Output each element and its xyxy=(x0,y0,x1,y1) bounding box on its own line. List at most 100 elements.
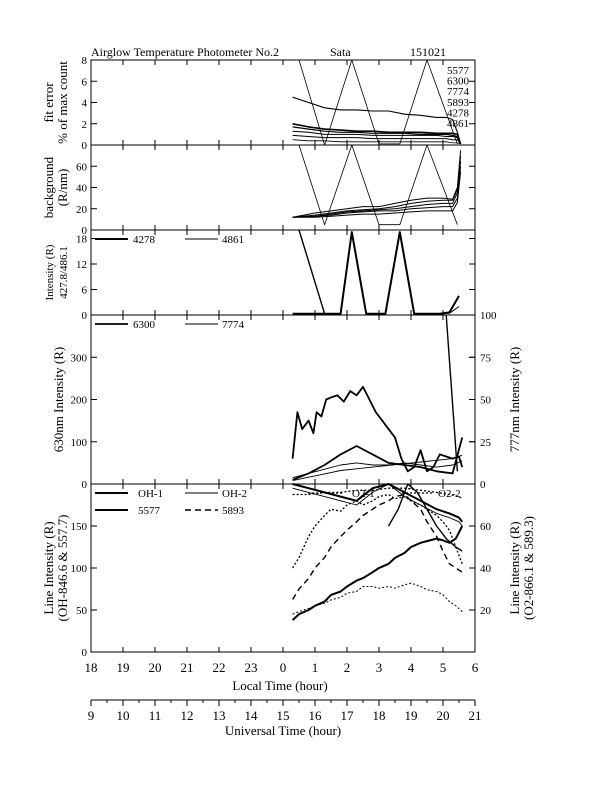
y-tick-label-right: 60 xyxy=(480,521,492,533)
legend-label: 4278 xyxy=(447,107,470,119)
y-tick-label: 60 xyxy=(76,161,88,173)
y-tick-label: 0 xyxy=(82,479,88,491)
y-axis-label-right: Line Intensity (R) xyxy=(507,521,522,614)
y-tick-label: 2 xyxy=(82,119,88,131)
ut-tick-label: 12 xyxy=(181,708,194,723)
legend-label: 7774 xyxy=(222,319,245,331)
legend-label: 4278 xyxy=(133,234,156,246)
y-axis-label: % of max count xyxy=(55,61,70,144)
y-tick-label: 50 xyxy=(76,605,88,617)
y-axis-label: (OH-846.6 & 557.7) xyxy=(55,515,70,622)
y-axis-label: fit error xyxy=(41,82,56,123)
legend-label: O2-1 xyxy=(352,488,375,500)
x-axes: Local Time (hour) Universal Time (hour) … xyxy=(85,660,482,738)
local-time-tick-label: 3 xyxy=(376,660,383,675)
legend-label: OH-1 xyxy=(138,488,163,500)
local-time-tick-label: 1 xyxy=(312,660,319,675)
local-time-tick-label: 22 xyxy=(213,660,226,675)
series-line xyxy=(292,155,462,218)
y-tick-label: 150 xyxy=(71,521,88,533)
y-axis-label: 630nm Intensity (R) xyxy=(51,347,66,452)
y-tick-label-right: 40 xyxy=(480,563,492,575)
y-axis-label: Line Intensity (R) xyxy=(41,521,56,614)
series-group xyxy=(292,144,462,226)
local-time-tick-label: 18 xyxy=(85,660,98,675)
chart-date: 151021 xyxy=(410,45,446,59)
y-tick-label: 300 xyxy=(71,352,88,364)
legend-label: OH-2 xyxy=(222,488,247,500)
series-line-6300 xyxy=(292,126,462,145)
panel-background: 0 20 40 60 background (R/nm) xyxy=(41,144,476,237)
y-tick-label: 6 xyxy=(82,285,88,297)
y-axis-label: Intensity (R) xyxy=(44,244,56,300)
series-group xyxy=(292,59,462,146)
panel-intensity_6300_7774: 0 100 200 300 0 25 50 75 100 630nm Intensity (R) 7… xyxy=(51,310,522,491)
ut-tick-label: 19 xyxy=(405,708,418,723)
series-group xyxy=(291,314,464,482)
legend-label: 5893 xyxy=(447,97,470,109)
series-group xyxy=(292,229,460,315)
y-tick-label: 0 xyxy=(82,647,88,659)
y-tick-label: 100 xyxy=(71,563,88,575)
legend-label: 5577 xyxy=(447,65,470,77)
y-tick-label-right: 20 xyxy=(480,605,492,617)
y-tick-label: 20 xyxy=(76,204,88,216)
y-axis-label-right: (O2-866.1 & 589.3) xyxy=(521,516,536,620)
series-line xyxy=(292,160,462,218)
series-line xyxy=(292,437,464,481)
series-line-4861 xyxy=(292,139,461,145)
legend-label: 4861 xyxy=(447,118,469,130)
series-line xyxy=(445,314,459,472)
local-time-tick-label: 20 xyxy=(149,660,162,675)
local-time-tick-label: 0 xyxy=(280,660,287,675)
y-axis-label: 427.8/486.1 xyxy=(58,246,70,299)
series-line xyxy=(298,144,458,226)
panel-frame xyxy=(90,144,476,231)
y-tick-label-right: 50 xyxy=(480,395,492,407)
series-line-6300 xyxy=(291,385,464,473)
local-time-tick-label: 19 xyxy=(117,660,130,675)
ut-tick-label: 21 xyxy=(469,708,482,723)
y-axis-label: (R/nm) xyxy=(55,169,70,207)
local-time-tick-label: 4 xyxy=(408,660,415,675)
ut-tick-label: 13 xyxy=(213,708,226,723)
local-time-tick-label: 23 xyxy=(245,660,258,675)
series-line xyxy=(292,166,462,218)
ut-tick-label: 14 xyxy=(245,708,259,723)
y-tick-label: 0 xyxy=(82,140,88,152)
y-tick-label-right: 25 xyxy=(480,437,492,449)
y-tick-label: 100 xyxy=(71,437,88,449)
y-tick-label: 0 xyxy=(82,225,88,237)
legend-label: 5893 xyxy=(222,505,245,517)
ut-tick-label: 9 xyxy=(88,708,95,723)
y-tick-label: 40 xyxy=(76,183,88,195)
y-tick-label: 12 xyxy=(76,259,87,271)
chart-station: Sata xyxy=(330,45,351,59)
y-tick-label: 200 xyxy=(71,395,88,407)
y-tick-label: 0 xyxy=(82,310,88,322)
local-time-tick-label: 2 xyxy=(344,660,351,675)
series-line-5577 xyxy=(292,123,462,145)
series-line-5893 xyxy=(292,96,462,145)
legend-label: 6300 xyxy=(133,319,156,331)
series-line-7774 xyxy=(292,130,462,145)
legend-label: 5577 xyxy=(138,505,161,517)
series-line xyxy=(298,229,326,314)
series-line-5577 xyxy=(291,525,464,621)
ut-tick-label: 10 xyxy=(117,708,130,723)
series-line-7774 xyxy=(292,454,463,482)
local-time-tick-label: 6 xyxy=(472,660,479,675)
y-tick-label-right: 100 xyxy=(480,310,497,322)
local-time-tick-label: 5 xyxy=(440,660,447,675)
chart-title-text: Airglow Temperature Photometer No.2 xyxy=(91,45,279,59)
legend-label: O2-2 xyxy=(438,488,461,500)
series-line xyxy=(292,582,463,615)
series-group xyxy=(291,483,464,621)
local-time-tick-label: 21 xyxy=(181,660,194,675)
series-line xyxy=(387,483,463,552)
y-axis-label-right: 777nm Intensity (R) xyxy=(507,347,522,452)
y-tick-label: 6 xyxy=(82,76,88,88)
ut-axis-label: Universal Time (hour) xyxy=(225,723,341,738)
